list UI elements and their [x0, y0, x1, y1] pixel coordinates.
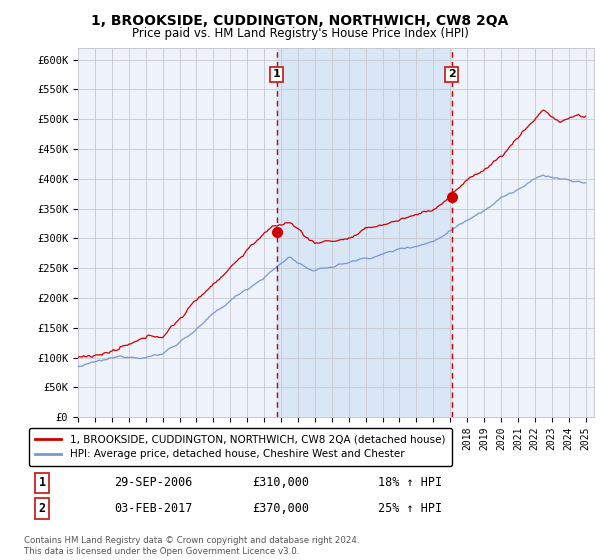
- Text: £310,000: £310,000: [252, 476, 309, 489]
- Text: Contains HM Land Registry data © Crown copyright and database right 2024.
This d: Contains HM Land Registry data © Crown c…: [24, 536, 359, 556]
- Text: 2: 2: [448, 69, 455, 80]
- Text: 1: 1: [38, 476, 46, 489]
- Bar: [277, 48, 452, 417]
- Text: 2: 2: [38, 502, 46, 515]
- Text: Price paid vs. HM Land Registry's House Price Index (HPI): Price paid vs. HM Land Registry's House …: [131, 27, 469, 40]
- Text: 25% ↑ HPI: 25% ↑ HPI: [378, 502, 442, 515]
- Text: 29-SEP-2006: 29-SEP-2006: [114, 476, 193, 489]
- Text: 18% ↑ HPI: 18% ↑ HPI: [378, 476, 442, 489]
- Text: £370,000: £370,000: [252, 502, 309, 515]
- Text: 1, BROOKSIDE, CUDDINGTON, NORTHWICH, CW8 2QA: 1, BROOKSIDE, CUDDINGTON, NORTHWICH, CW8…: [91, 14, 509, 28]
- Text: 03-FEB-2017: 03-FEB-2017: [114, 502, 193, 515]
- Text: 1: 1: [273, 69, 281, 80]
- Legend: 1, BROOKSIDE, CUDDINGTON, NORTHWICH, CW8 2QA (detached house), HPI: Average pric: 1, BROOKSIDE, CUDDINGTON, NORTHWICH, CW8…: [29, 428, 452, 466]
